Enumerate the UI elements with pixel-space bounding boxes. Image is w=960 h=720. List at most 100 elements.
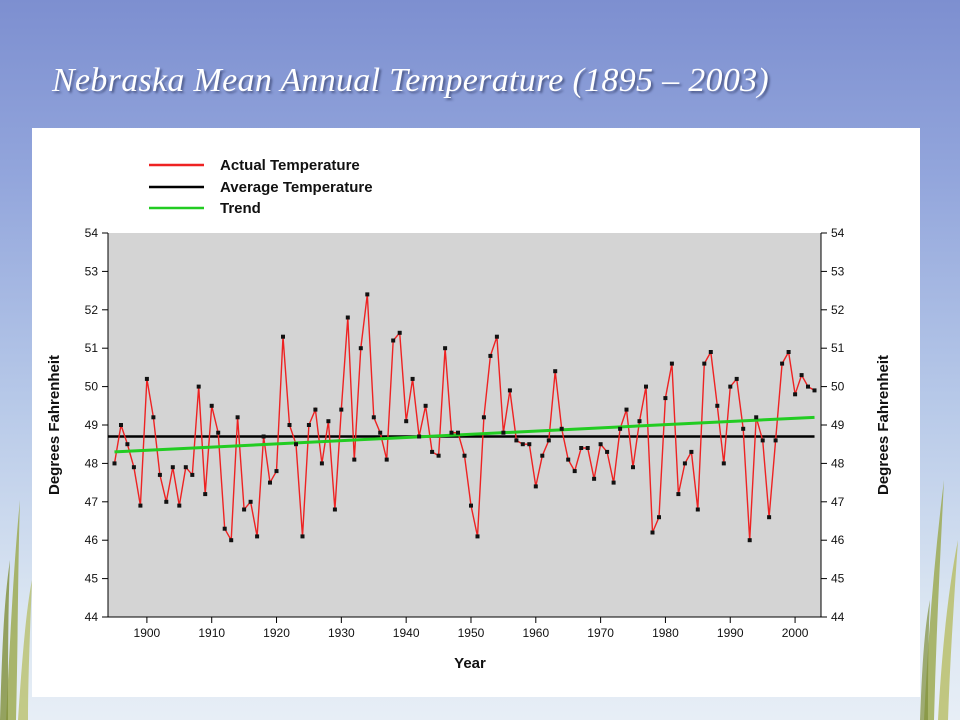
y-tick-label-right: 51: [831, 341, 845, 355]
y-tick-label-left: 47: [85, 495, 99, 509]
data-point: [507, 388, 512, 393]
x-tick-label: 1930: [328, 626, 355, 640]
data-point: [553, 369, 558, 374]
data-point: [222, 526, 227, 531]
data-point: [183, 465, 188, 470]
data-point: [657, 515, 661, 520]
data-point: [637, 419, 642, 424]
data-point: [281, 334, 285, 339]
data-point: [294, 442, 298, 447]
data-point: [274, 469, 279, 474]
data-point: [138, 503, 143, 508]
data-point: [676, 492, 681, 497]
data-point: [339, 407, 344, 412]
y-tick-label-left: 45: [85, 572, 99, 586]
data-point: [229, 538, 234, 543]
data-point: [721, 461, 726, 466]
data-point: [624, 407, 629, 412]
data-point: [287, 423, 292, 427]
x-tick-label: 1970: [587, 626, 614, 640]
data-point: [559, 426, 564, 431]
data-point: [786, 350, 791, 354]
data-point: [417, 434, 422, 439]
data-point: [125, 442, 130, 447]
data-point: [365, 292, 370, 297]
data-point: [430, 449, 435, 454]
data-point: [456, 430, 460, 435]
data-point: [644, 384, 648, 389]
data-point: [767, 515, 772, 520]
data-point: [754, 415, 759, 420]
x-tick-label: 2000: [782, 626, 809, 640]
data-point: [164, 499, 169, 504]
data-point: [501, 430, 506, 435]
data-point: [579, 446, 584, 450]
data-point: [527, 442, 532, 447]
axes: 44 44 45 45 46 46 47 47 48 48 49 49 50 50 51 51 52 52 53 53…: [85, 226, 845, 640]
data-point: [235, 415, 240, 420]
data-point: [669, 361, 674, 366]
data-point: [514, 438, 519, 443]
x-tick-label: 1920: [263, 626, 290, 640]
data-point: [806, 384, 810, 389]
data-point: [384, 457, 389, 462]
data-point: [144, 376, 149, 381]
legend: Actual Temperature Average Temperature T…: [149, 157, 373, 217]
data-point: [119, 423, 123, 427]
data-point: [177, 503, 182, 508]
x-tick-label: 1950: [458, 626, 485, 640]
y-tick-label-left: 49: [85, 418, 99, 432]
y-axis-title-left: Degrees Fahrenheit: [46, 355, 63, 495]
trend-line: [114, 415, 815, 454]
x-tick-label: 1960: [522, 626, 549, 640]
data-point: [196, 384, 201, 389]
data-point: [741, 426, 746, 431]
data-point: [663, 396, 668, 401]
temperature-chart: Actual Temperature Average Temperature T…: [46, 157, 892, 672]
chart-panel: Actual Temperature Average Temperature T…: [32, 128, 920, 697]
data-point: [190, 472, 195, 477]
y-tick-label-right: 48: [831, 456, 845, 470]
y-tick-label-left: 53: [85, 264, 99, 278]
y-tick-label-left: 51: [85, 341, 99, 355]
legend-label-actual: Actual Temperature: [220, 157, 360, 174]
data-point: [216, 430, 221, 435]
data-point: [170, 465, 175, 470]
data-point: [255, 534, 260, 539]
data-point: [410, 376, 415, 381]
y-tick-label-right: 45: [831, 572, 845, 586]
y-tick-label-right: 47: [831, 495, 845, 509]
plot-area: [108, 233, 821, 617]
y-tick-label-right: 44: [831, 610, 845, 624]
data-point: [540, 453, 545, 458]
data-point: [300, 534, 305, 539]
data-point: [306, 423, 311, 427]
y-axis-title-right: Degrees Fahrenheit: [875, 355, 892, 495]
data-point: [605, 449, 610, 454]
data-point: [157, 472, 162, 477]
data-point: [631, 465, 635, 470]
data-point: [618, 426, 623, 431]
y-tick-label-left: 52: [85, 303, 99, 317]
x-axis-title: Year: [454, 655, 486, 672]
data-point: [371, 415, 376, 420]
y-tick-label-left: 44: [85, 610, 99, 624]
data-point: [423, 403, 428, 408]
data-point: [345, 315, 350, 320]
data-point: [378, 430, 383, 435]
data-point: [436, 453, 441, 458]
y-tick-label-left: 48: [85, 456, 99, 470]
series-layer: [108, 292, 817, 543]
data-point: [780, 361, 785, 366]
data-point: [404, 419, 409, 424]
data-point: [799, 373, 804, 378]
data-point: [131, 465, 136, 470]
data-point: [572, 469, 577, 474]
data-point: [734, 376, 739, 381]
data-point: [397, 330, 402, 335]
data-point: [268, 480, 272, 485]
y-tick-label-left: 50: [85, 380, 99, 394]
y-tick-label-left: 46: [85, 533, 99, 547]
data-point: [313, 407, 318, 412]
